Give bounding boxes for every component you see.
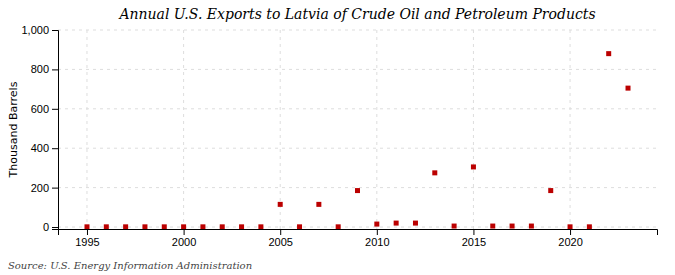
grid-line [280,30,281,229]
tick-label: 200 [31,182,49,194]
point [162,224,167,229]
point [548,188,553,193]
annotation: Source: U.S. Energy Information Administ… [8,260,252,271]
tick-mark [570,229,571,235]
point [394,221,399,226]
point [471,164,476,169]
tick: 400 [31,142,58,154]
grid-line [58,30,657,31]
point [490,224,495,229]
tick: 2000 [172,229,196,248]
tick-label: 400 [31,142,49,154]
tick-label: 2020 [558,236,582,248]
tick: 0 [43,221,58,233]
tick-mark [52,69,58,70]
grid-line [570,30,571,229]
point [568,224,573,229]
point [200,224,205,229]
tick-mark [87,229,88,235]
tick-label: 2005 [268,236,292,248]
tick-mark [52,109,58,110]
y-axis: 0 200 400 600 800 1,000 [21,24,58,233]
tick-mark [52,188,58,189]
tick-mark [52,227,58,228]
tick-mark [52,30,58,31]
point [626,86,631,91]
grid-line [376,30,377,229]
point [220,224,225,229]
tick-label: 1995 [75,236,99,248]
point [278,202,283,207]
tick: 2005 [268,229,292,248]
chart-svg: 1995 2000 2005 2010 2015 2020 0 200 400 600 800 1,0… [0,0,675,275]
point [374,222,379,227]
axis-line [52,31,59,230]
point [316,202,321,207]
marks [84,51,630,229]
point [239,224,244,229]
point [355,188,360,193]
y-axis-label: Thousand Barrels [7,81,20,178]
grid-line [58,148,657,149]
grid-line [58,187,657,188]
plot-area: 1995 2000 2005 2010 2015 2020 0 200 400 600 800 1,0… [21,24,657,248]
tick-label: 2015 [462,236,486,248]
point [529,224,534,229]
axis-line [59,230,658,236]
grid-line [58,108,657,109]
grid-line [183,30,184,229]
tick: 200 [31,182,58,194]
tick: 2020 [558,229,582,248]
point [432,170,437,175]
grid-line [58,227,657,228]
point [606,51,611,56]
point [510,224,515,229]
x-axis: 1995 2000 2005 2010 2015 2020 [59,229,658,248]
tick-label: 1,000 [21,24,49,36]
tick: 800 [31,63,58,75]
point [123,224,128,229]
point [413,221,418,226]
point [84,224,89,229]
tick-mark [377,229,378,235]
tick-mark [52,148,58,149]
grid-line [58,69,657,70]
point [181,224,186,229]
tick-label: 2010 [365,236,389,248]
tick: 600 [31,103,58,115]
point [587,224,592,229]
point [297,224,302,229]
tick-label: 600 [31,103,49,115]
point [142,224,147,229]
tick-mark [184,229,185,235]
tick-label: 0 [43,221,49,233]
tick-label: 800 [31,63,49,75]
tick: 1,000 [21,24,58,36]
tick-label: 2000 [172,236,196,248]
tick: 1995 [75,229,99,248]
title: Annual U.S. Exports to Latvia of Crude O… [117,6,595,22]
grid [58,30,657,229]
point [258,224,263,229]
tick-mark [280,229,281,235]
tick-mark [473,229,474,235]
tick: 2015 [462,229,486,248]
point [104,224,109,229]
grid-line [86,30,87,229]
point [452,224,457,229]
grid-line [473,30,474,229]
point [336,224,341,229]
tick: 2010 [365,229,389,248]
